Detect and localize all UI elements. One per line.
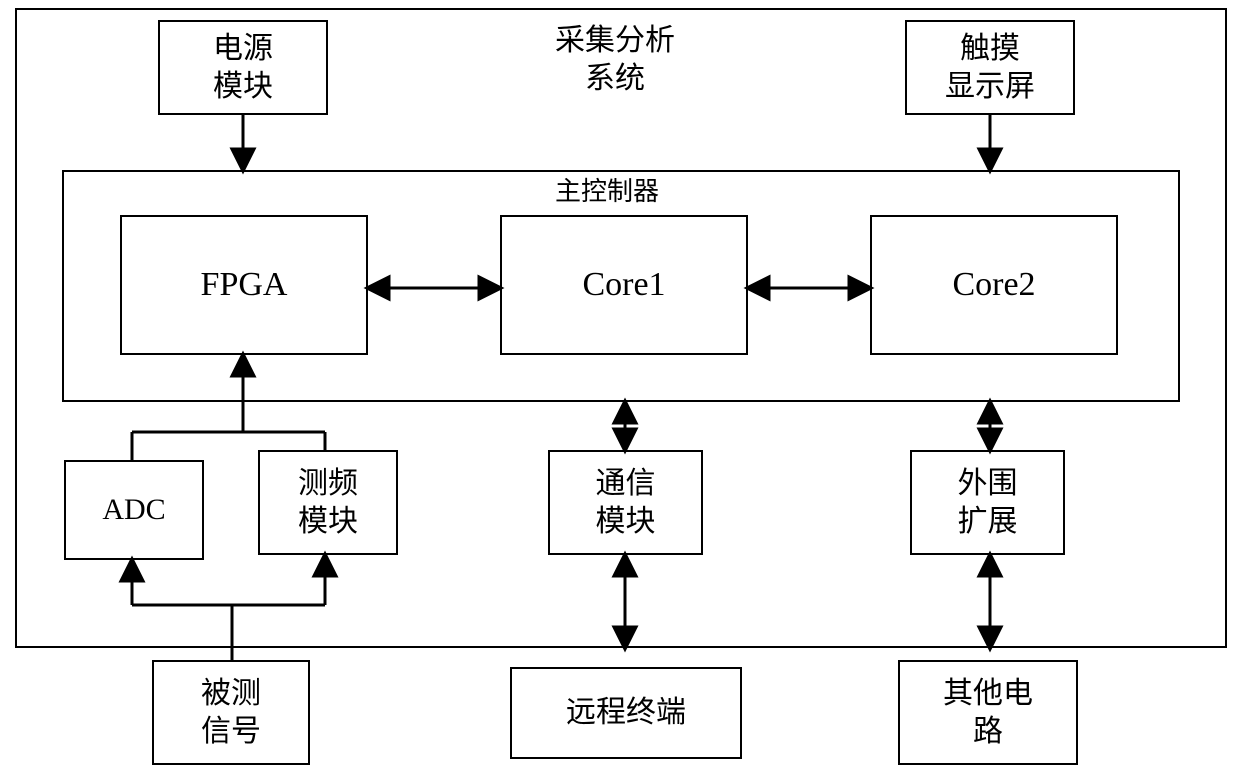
system-title-line2: 系统: [585, 62, 645, 95]
comm-line1: 通信: [596, 465, 656, 503]
diagram-canvas: 采集分析 系统 主控制器 电源 模块 触摸 显示屏 FPGA Core1 Cor…: [0, 0, 1240, 776]
comm-line2: 模块: [596, 503, 656, 541]
touch-line2: 显示屏: [945, 68, 1035, 106]
comm-module-box: 通信 模块: [548, 450, 703, 555]
core1-box: Core1: [500, 215, 748, 355]
controller-title-text: 主控制器: [555, 177, 659, 206]
system-title-line1: 采集分析: [555, 24, 675, 57]
periph-line1: 外围: [958, 465, 1018, 503]
power-line2: 模块: [213, 68, 273, 106]
adc-text: ADC: [102, 491, 165, 529]
freq-line1: 测频: [298, 465, 358, 503]
signal-line2: 信号: [201, 713, 261, 751]
other-circuit-box: 其他电 路: [898, 660, 1078, 765]
adc-box: ADC: [64, 460, 204, 560]
signal-box: 被测 信号: [152, 660, 310, 765]
touchscreen-box: 触摸 显示屏: [905, 20, 1075, 115]
freq-module-box: 测频 模块: [258, 450, 398, 555]
controller-title: 主控制器: [555, 176, 659, 209]
freq-line2: 模块: [298, 503, 358, 541]
remote-box: 远程终端: [510, 667, 742, 759]
core1-text: Core1: [582, 264, 665, 307]
other-line1: 其他电: [943, 675, 1033, 713]
system-title: 采集分析 系统: [555, 22, 675, 97]
touch-line1: 触摸: [960, 30, 1020, 68]
remote-text: 远程终端: [566, 694, 686, 732]
fpga-box: FPGA: [120, 215, 368, 355]
other-line2: 路: [973, 713, 1003, 751]
periph-box: 外围 扩展: [910, 450, 1065, 555]
power-line1: 电源: [213, 30, 273, 68]
signal-line1: 被测: [201, 675, 261, 713]
core2-box: Core2: [870, 215, 1118, 355]
periph-line2: 扩展: [958, 503, 1018, 541]
core2-text: Core2: [952, 264, 1035, 307]
power-module-box: 电源 模块: [158, 20, 328, 115]
fpga-text: FPGA: [201, 264, 288, 307]
